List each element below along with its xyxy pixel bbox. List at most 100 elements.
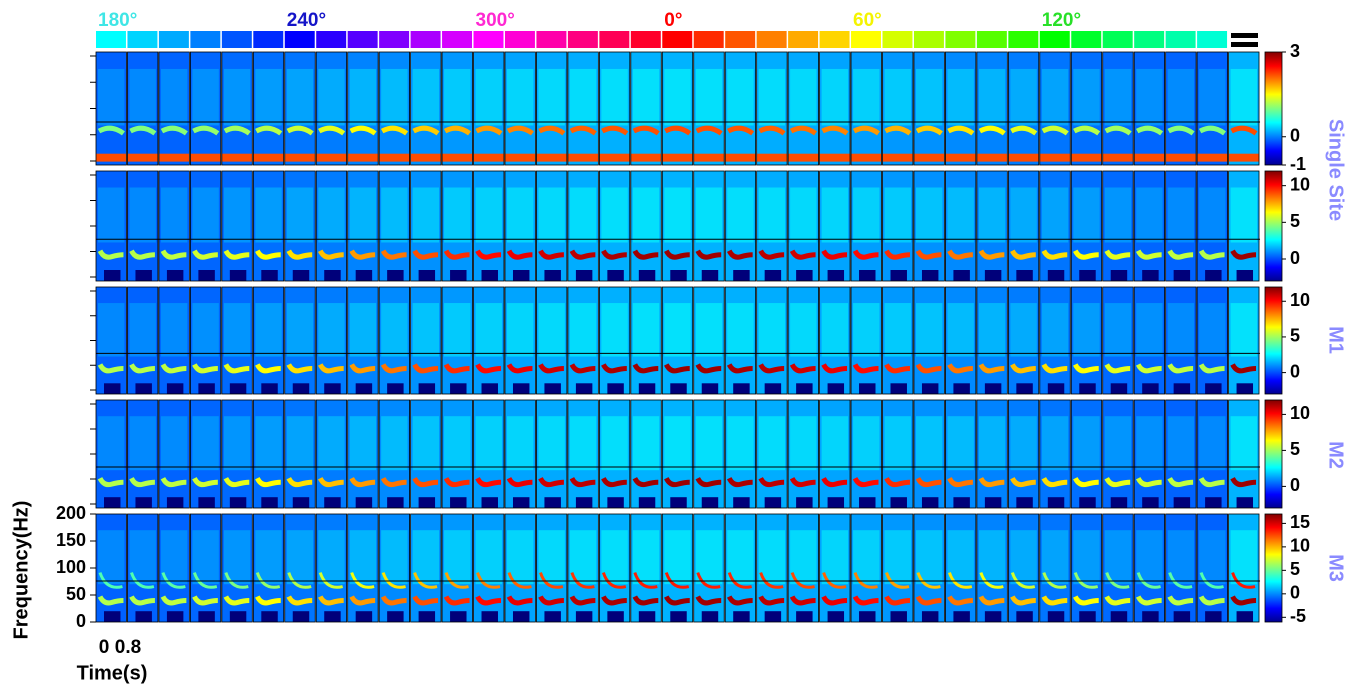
spectrogram-part [192, 363, 218, 374]
spectrogram-part [789, 363, 816, 374]
spectrogram-part [261, 270, 278, 281]
spectrogram-part [1008, 287, 1039, 394]
spectrogram-part [1165, 153, 1197, 162]
spectrogram-part [853, 303, 880, 357]
spectrogram-cell [724, 513, 757, 623]
spectrogram-part [1236, 611, 1254, 622]
spectrogram-part [1135, 363, 1162, 374]
spectrogram-cell [410, 286, 442, 395]
spectrogram-cell [567, 170, 599, 282]
spectrogram-part [347, 51, 379, 166]
spectrogram-part [567, 51, 599, 166]
spectrogram-part [1102, 51, 1134, 166]
spectrogram-part [569, 68, 597, 126]
spectrogram-part [286, 249, 313, 260]
spectrogram-part [506, 187, 534, 243]
spectrogram-part [255, 249, 281, 260]
spectrogram-cell [504, 286, 536, 395]
spectrogram-cell [882, 286, 914, 395]
spectrogram-part [569, 249, 596, 260]
spectrogram-part [756, 399, 788, 509]
spectrogram-part [1230, 477, 1257, 488]
spectrogram-part [764, 611, 782, 622]
spectrogram-part [945, 286, 977, 395]
spectrogram-cell [1039, 513, 1071, 623]
spectrogram-part [1197, 153, 1228, 162]
spectrogram-part [1102, 170, 1134, 282]
spectrogram-part [695, 187, 723, 243]
spectrogram-part [575, 270, 593, 281]
spectrogram-part [1133, 513, 1166, 623]
spectrogram-part [450, 611, 467, 622]
spectrogram-part [378, 170, 411, 282]
angle-swatch [96, 31, 126, 48]
spectrogram-part [1104, 416, 1132, 471]
spectrogram-part [1010, 572, 1036, 589]
spectrogram-part [223, 595, 250, 606]
spectrogram-part [851, 153, 882, 162]
y-tick-label: 0 [76, 611, 86, 631]
spectrogram-part [821, 477, 848, 488]
spectrogram-part [859, 497, 876, 508]
spectrogram-part [921, 383, 939, 394]
spectrogram-part [1039, 170, 1071, 282]
spectrogram-part [506, 416, 534, 471]
spectrogram-part [166, 611, 184, 622]
angle-label: 300° [476, 10, 515, 31]
spectrogram-part [160, 125, 188, 136]
spectrogram-part [1079, 611, 1096, 622]
spectrogram-part [575, 611, 593, 622]
spectrogram-part [569, 477, 596, 488]
spectrogram-part [158, 171, 190, 281]
spectrogram-part [670, 497, 687, 508]
spectrogram-part [1008, 171, 1039, 281]
spectrogram-part [601, 125, 629, 136]
spectrogram-part [978, 303, 1006, 357]
spectrogram-part [670, 611, 687, 622]
spectrogram-part [538, 363, 564, 374]
spectrogram-part [598, 513, 631, 623]
spectrogram-part [1228, 170, 1260, 282]
spectrogram-part [387, 383, 404, 394]
spectrogram-part [223, 477, 250, 488]
angle-swatch [945, 31, 976, 48]
colorbar-tick-label: 0 [1290, 361, 1300, 381]
angle-swatch [913, 31, 944, 48]
spectrogram-part [539, 572, 564, 589]
spectrogram-part [819, 399, 851, 509]
spectrogram-part [443, 249, 470, 260]
spectrogram-part [884, 416, 911, 471]
spectrogram-part [284, 51, 316, 166]
spectrogram-part [764, 383, 782, 394]
spectrogram-part [192, 249, 218, 260]
spectrogram-part [127, 287, 158, 394]
spectrogram-part [890, 497, 907, 508]
spectrogram-part [379, 171, 410, 281]
spectrogram-part [664, 187, 691, 243]
spectrogram-part [1230, 187, 1258, 243]
spectrogram-part [286, 68, 314, 126]
spectrogram-part [444, 187, 471, 243]
spectrogram-part [727, 572, 753, 589]
spectrogram-part [569, 303, 597, 357]
spectrogram-cell [756, 286, 788, 395]
spectrogram-cell [1133, 399, 1166, 509]
spectrogram-part [693, 153, 725, 162]
spectrogram-part [915, 595, 942, 606]
row-label: M2 [1325, 441, 1347, 469]
spectrogram-part [1165, 171, 1197, 281]
spectrogram-part [633, 572, 658, 589]
spectrogram-part [945, 153, 976, 162]
spectrogram-part [475, 303, 502, 357]
spectrogram-part [1165, 286, 1197, 395]
colorbar-tick-label: 0 [1290, 126, 1300, 146]
spectrogram-part [1110, 270, 1128, 281]
spectrogram-part [1136, 416, 1163, 471]
spectrogram-part [1041, 249, 1068, 260]
spectrogram-part [1010, 477, 1036, 488]
spectrogram-part [598, 170, 631, 282]
spectrogram-part [726, 249, 753, 260]
spectrogram-part [1079, 270, 1096, 281]
spectrogram-part [882, 513, 914, 623]
spectrogram-cell [1228, 286, 1260, 395]
